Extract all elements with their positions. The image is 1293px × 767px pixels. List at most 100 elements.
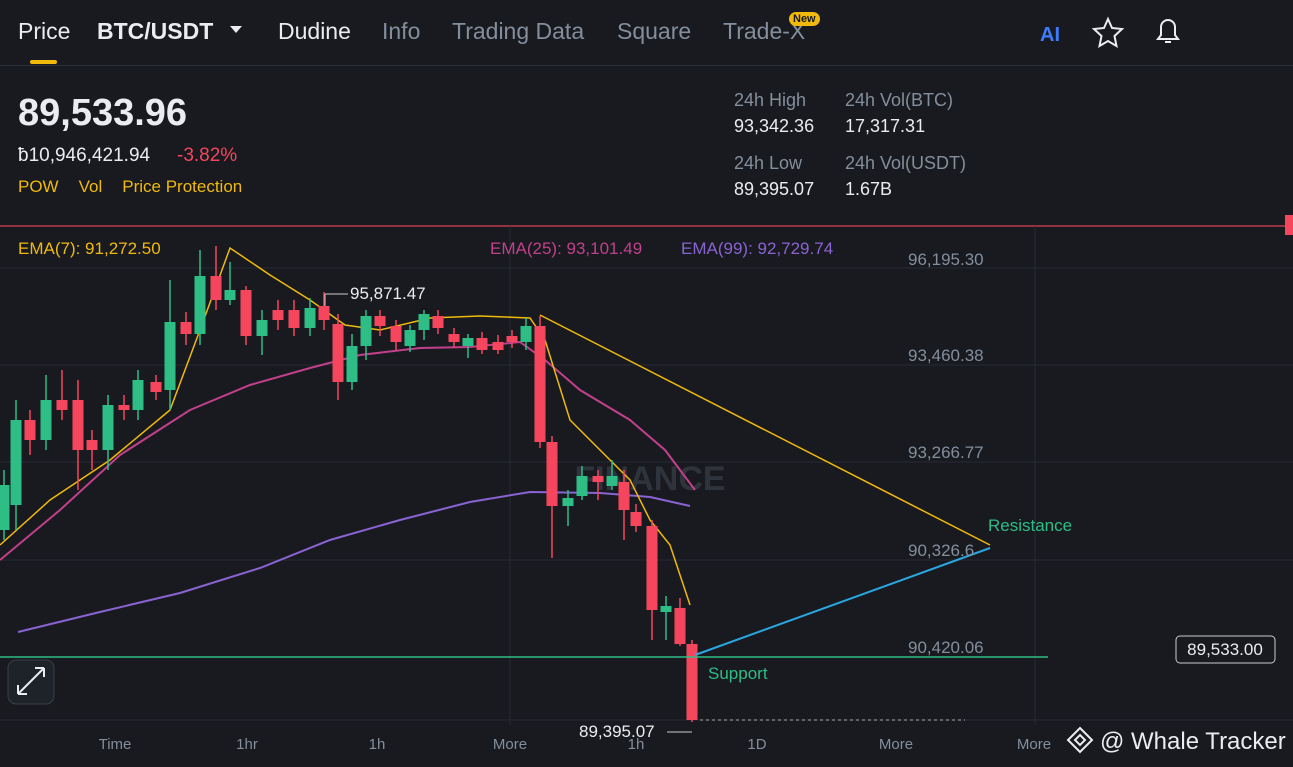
- time-axis-label: 1h: [369, 736, 386, 753]
- star-icon: [1091, 16, 1125, 48]
- new-badge: New: [789, 12, 820, 26]
- candle: [210, 276, 222, 300]
- candle: [462, 338, 474, 346]
- stat-value: 1.67B: [845, 179, 893, 199]
- candle: [360, 316, 372, 346]
- candle: [432, 316, 444, 328]
- ai-button[interactable]: AI: [1040, 24, 1060, 46]
- candle: [404, 330, 416, 346]
- stat-value: 89,395.07: [734, 179, 815, 199]
- candle: [304, 308, 316, 328]
- dropdown-arrow[interactable]: [230, 26, 242, 33]
- candle: [272, 310, 284, 320]
- ema-label: EMA(7): 91,272.50: [18, 239, 161, 258]
- nav-tab[interactable]: Trading Data: [452, 18, 585, 44]
- candle: [0, 485, 10, 530]
- candle: [118, 405, 130, 410]
- candle: [646, 526, 658, 610]
- expand-icon: [17, 667, 45, 695]
- candle: [40, 400, 52, 440]
- divider: [0, 65, 1293, 66]
- resistance-label: Resistance: [988, 516, 1072, 535]
- stat-label: 24h Vol(USDT): [845, 153, 967, 173]
- candle: [332, 324, 344, 382]
- candle: [606, 476, 618, 486]
- candle: [72, 400, 84, 450]
- candle: [24, 420, 36, 440]
- candle: [660, 606, 672, 612]
- candle: [492, 342, 504, 350]
- ema-label: EMA(99): 92,729.74: [681, 239, 833, 258]
- candle: [448, 334, 460, 342]
- time-axis-label: 1h: [628, 736, 645, 753]
- bell-icon: [1156, 19, 1180, 43]
- price: 89,533.96: [18, 92, 188, 134]
- candle: [506, 336, 518, 342]
- nav-tab[interactable]: Dudine: [278, 18, 351, 44]
- candle: [194, 276, 206, 334]
- candle: [10, 420, 22, 505]
- nav-tab[interactable]: Info: [382, 18, 421, 44]
- logo: [1066, 726, 1094, 754]
- candle: [56, 400, 68, 410]
- time-axis-label: 1D: [747, 736, 766, 753]
- price-axis-label: 96,195.30: [908, 250, 984, 269]
- candle: [576, 476, 588, 496]
- nav-tab[interactable]: Square: [617, 18, 692, 44]
- candle: [346, 346, 358, 382]
- ema25-line: [0, 340, 696, 561]
- candle: [240, 290, 252, 336]
- candle: [534, 326, 546, 442]
- candle: [224, 290, 236, 300]
- time-axis-label: Time: [99, 736, 132, 753]
- support-trend: [694, 547, 991, 656]
- candle: [562, 498, 574, 506]
- tag[interactable]: Price Protection: [122, 177, 243, 196]
- candle: [546, 442, 558, 506]
- price-axis-label: 90,420.06: [908, 638, 984, 657]
- candle: [476, 338, 488, 350]
- time-axis-label: 1hr: [236, 736, 258, 753]
- candle: [164, 322, 176, 390]
- candle: [180, 322, 192, 334]
- candle: [374, 316, 386, 326]
- ema-label: EMA(25): 93,101.49: [490, 239, 642, 258]
- candle: [288, 310, 300, 328]
- tab-indicator: [30, 60, 57, 64]
- ema99-line: [17, 490, 691, 633]
- stat-label: 24h Low: [734, 153, 803, 173]
- stat-value: 93,342.36: [734, 116, 815, 136]
- nav-tab[interactable]: Price: [18, 18, 71, 44]
- candle: [674, 608, 686, 644]
- tag[interactable]: POW: [18, 177, 59, 196]
- credit: @ Whale Tracker: [1100, 728, 1286, 755]
- candle: [256, 320, 268, 336]
- low-label: 89,395.07: [579, 722, 655, 741]
- high-label: 95,871.47: [350, 284, 426, 303]
- time-axis-label: More: [493, 736, 527, 753]
- stat-value: 17,317.31: [845, 116, 926, 136]
- candle: [318, 306, 330, 320]
- candle: [150, 382, 162, 392]
- candle: [618, 482, 630, 510]
- price-axis-label: 90,326.6: [908, 541, 974, 560]
- candle: [630, 512, 642, 526]
- candle: [686, 644, 698, 720]
- candle: [102, 405, 114, 450]
- fiat-price: ƀ10,946,421.94: [18, 145, 151, 166]
- time-axis-label: More: [879, 736, 913, 753]
- nav-tab[interactable]: BTC/USDT: [97, 18, 214, 44]
- price-axis-label: 93,460.38: [908, 346, 984, 365]
- tag[interactable]: Vol: [78, 177, 103, 196]
- current-price: 89,533.00: [1187, 640, 1263, 659]
- candle: [592, 476, 604, 482]
- price-axis-label: 93,266.77: [908, 443, 984, 462]
- candle: [132, 380, 144, 410]
- time-axis-label: More: [1017, 736, 1051, 753]
- change: -3.82%: [177, 145, 238, 166]
- ema7-line: [0, 246, 691, 606]
- support-label: Support: [708, 664, 768, 683]
- stat-label: 24h High: [734, 90, 807, 110]
- tags: POW Vol Price Protection: [18, 177, 262, 197]
- candle: [86, 440, 98, 450]
